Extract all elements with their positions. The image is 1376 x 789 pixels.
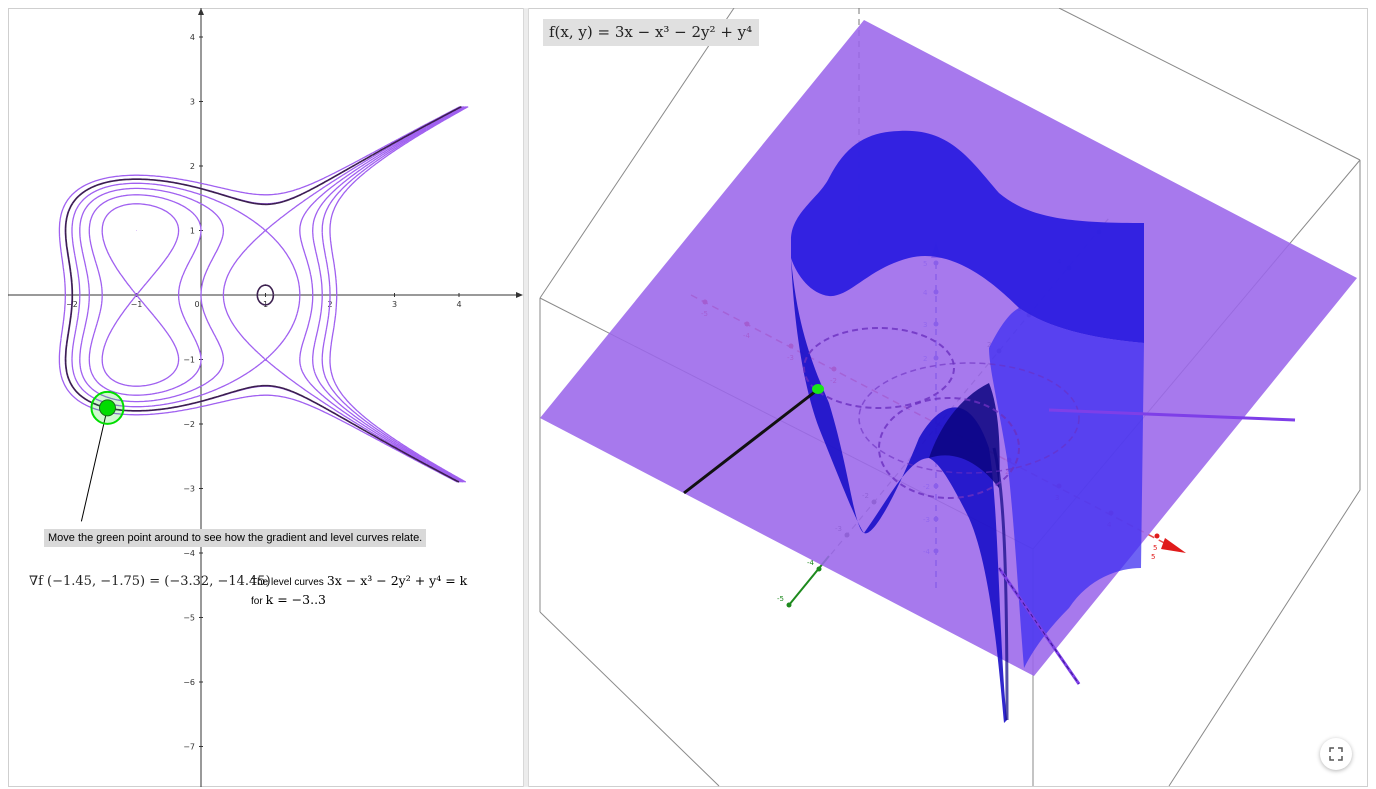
y-tick-label-3d: -5 [777, 595, 784, 603]
y-tick-label-2d: 2 [190, 162, 195, 171]
y-tick-label-2d: −1 [183, 356, 195, 365]
surface-ridge [929, 383, 1000, 488]
level-curve [58, 106, 461, 483]
level-curves-label: The level curves [251, 577, 324, 588]
gradient-vector [80, 407, 108, 522]
surface-spike [992, 447, 1009, 721]
y-axis-arrow [198, 8, 204, 15]
x-axis-arrow-3d [1161, 538, 1186, 553]
surface-3d [791, 130, 1144, 723]
level-plane [540, 20, 1357, 676]
instruction-caption: Move the green point around to see how t… [44, 529, 427, 547]
gradient-line-3d [683, 389, 817, 495]
y-tick-label-2d: −2 [183, 420, 195, 429]
level-curve [71, 106, 464, 483]
level-curves-k-range: k = −3..3 [265, 592, 326, 607]
surface-right-sheet [989, 308, 1144, 668]
gradient-point: (−1.45, −1.75) [47, 574, 146, 589]
green-point-3d [812, 384, 824, 394]
y-tick-label-2d: −3 [183, 485, 195, 494]
y-tick-3d [786, 602, 792, 608]
level-curves-text: The level curves 3x − x³ − 2y² + y⁴ = k f… [251, 572, 467, 610]
gradient-nabla: ∇f [29, 574, 43, 589]
level-curve [79, 106, 465, 483]
x-tick-label-2d: −1 [131, 300, 143, 309]
level-curve [135, 106, 469, 483]
graph-3d-canvas[interactable]: -5-4-3-22345-5-4-3-223455432-2-3-4 5 [529, 8, 1368, 787]
view-divider[interactable] [523, 8, 529, 787]
level-curve [88, 106, 466, 483]
graphics-view-2d[interactable]: −2 −1 0 1 2 3 4 1 2 3 4 −1 −2 −3 −4 −5 −6 −7 [8, 8, 523, 787]
y-tick-label-2d: −5 [183, 614, 195, 623]
level-curve [64, 106, 462, 483]
x-axis-end-label: 5 [1151, 553, 1155, 561]
x-tick-label-2d: 4 [456, 300, 461, 309]
surface-top-sheet [791, 130, 1144, 343]
box-edge [539, 611, 720, 787]
y-tick-label-2d: −7 [183, 743, 195, 752]
y-tick-label-2d: −4 [183, 549, 195, 558]
level-curves-2d [58, 105, 469, 483]
y-tick-3d [816, 566, 822, 572]
gradient-readout: ∇f (−1.45, −1.75) = (−3.32, −14.45) [29, 574, 271, 589]
function-label: f(x, y) = 3x − x³ − 2y² + y⁴ [543, 19, 760, 46]
level-curve-3d-branch-core [998, 567, 1080, 685]
y-tick-label-2d: −6 [183, 678, 195, 687]
plane-contour [878, 397, 1020, 499]
box-edge [1058, 8, 1361, 161]
gradient-value: (−3.32, −14.45) [164, 574, 271, 589]
level-plane-fill [540, 20, 1357, 676]
y-tick-label-3d: -4 [807, 559, 815, 567]
y-tick-label-2d: 3 [190, 98, 195, 107]
surface-valley [791, 258, 1007, 723]
x-tick-label-2d: 0 [194, 300, 199, 309]
level-curve-highlight [64, 105, 462, 483]
y-tick-label-2d: 4 [190, 33, 195, 42]
y-tick-label-2d: 1 [190, 227, 195, 236]
box-edge [539, 8, 735, 299]
plane-contour [803, 327, 955, 409]
box-edge [1168, 160, 1361, 787]
graphics-view-3d[interactable]: -5-4-3-22345-5-4-3-223455432-2-3-4 5 [529, 8, 1368, 787]
level-curves-for: for [251, 596, 263, 607]
x-tick-label-2d: 3 [392, 300, 397, 309]
level-curves-equation: 3x − x³ − 2y² + y⁴ = k [326, 573, 468, 588]
gradient-equals: = [145, 574, 165, 589]
level-curve [101, 106, 468, 483]
x-tick-3d [1154, 533, 1160, 539]
level-curve-3d-branch [1048, 408, 1296, 422]
green-point [98, 399, 116, 417]
fullscreen-icon [1329, 747, 1343, 761]
x-tick-label-3d: 5 [1153, 544, 1157, 552]
plane-contour [858, 362, 1080, 474]
x-axis-arrow [516, 292, 523, 298]
fullscreen-button[interactable] [1320, 738, 1352, 770]
